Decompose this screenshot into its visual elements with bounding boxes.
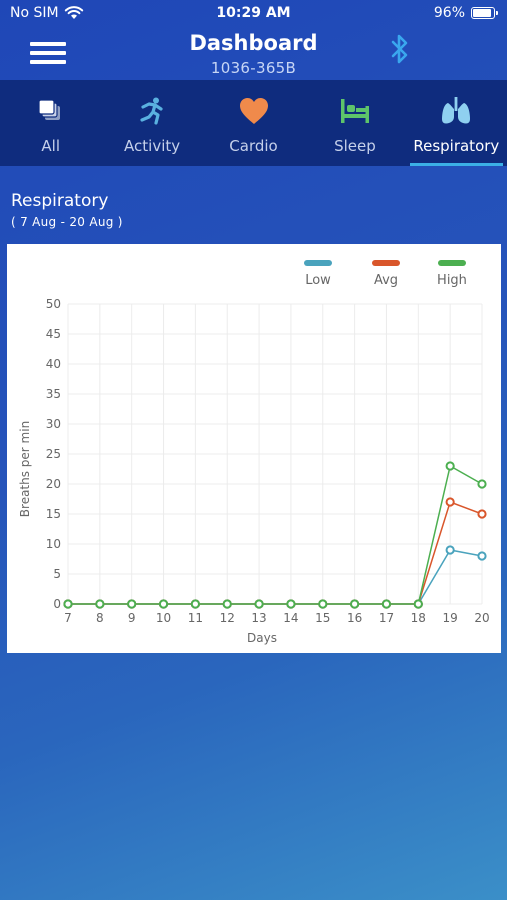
- battery-percentage: 96%: [433, 5, 465, 21]
- tab-all[interactable]: All: [0, 80, 101, 166]
- data-point-high: [158, 599, 169, 609]
- y-tick-label: 50: [46, 297, 61, 311]
- y-tick-label: 0: [53, 597, 61, 611]
- y-tick-label: 25: [46, 447, 61, 461]
- data-point-high: [222, 599, 232, 609]
- x-tick-label: 19: [443, 611, 458, 625]
- tab-sleep[interactable]: Sleep: [304, 80, 405, 166]
- tab-respiratory-label: Respiratory: [413, 137, 500, 155]
- legend-swatch-low: [304, 260, 332, 266]
- respiratory-chart-card: 0 5 10 15 20 25 30 35 40 45 50 7 8 9 10 11 12 13 14 15 16 17 1…: [7, 244, 501, 653]
- data-point-high: [63, 599, 73, 609]
- data-point-high: [286, 599, 296, 609]
- x-tick-label: 13: [251, 611, 266, 625]
- data-point-avg: [477, 509, 487, 519]
- tab-respiratory[interactable]: Respiratory: [406, 80, 507, 166]
- bed-icon: [338, 94, 372, 128]
- y-tick-label: 20: [46, 477, 61, 491]
- heart-icon: [237, 94, 271, 128]
- y-tick-label: 5: [53, 567, 61, 581]
- series-line-avg: [68, 501, 483, 605]
- y-tick-label: 45: [46, 327, 61, 341]
- tab-cardio-label: Cardio: [229, 137, 278, 155]
- data-point-high: [381, 599, 392, 609]
- x-axis-title: Days: [247, 631, 277, 645]
- x-tick-label: 12: [220, 611, 235, 625]
- data-point-high: [127, 599, 137, 609]
- data-point-high: [95, 599, 105, 609]
- x-tick-label: 8: [96, 611, 104, 625]
- tab-activity-label: Activity: [124, 137, 181, 155]
- data-point-high: [254, 599, 264, 609]
- data-point-low: [477, 551, 487, 561]
- data-point-low: [445, 545, 455, 555]
- x-tick-label: 15: [315, 611, 330, 625]
- series-line-high: [68, 464, 483, 605]
- date-range: ( 7 Aug - 20 Aug ): [11, 215, 123, 229]
- x-tick-label: 14: [283, 611, 298, 625]
- layers-icon: [34, 94, 68, 128]
- category-tab-bar: All Activity Cardio Sleep: [0, 80, 507, 166]
- y-tick-label: 40: [46, 357, 61, 371]
- data-point-high: [477, 479, 487, 489]
- data-point-high: [190, 599, 200, 609]
- tab-all-label: All: [41, 137, 60, 155]
- x-tick-label: 10: [156, 611, 171, 625]
- app-header: Dashboard 1036-365B: [0, 28, 507, 80]
- x-tick-label: 16: [347, 611, 362, 625]
- wifi-icon: [64, 5, 84, 24]
- status-bar: No SIM 10:29 AM 96%: [0, 0, 507, 28]
- legend-swatch-high: [438, 260, 466, 266]
- lungs-icon: [439, 94, 473, 128]
- running-person-icon: [135, 94, 169, 128]
- y-tick-label: 30: [46, 417, 61, 431]
- hamburger-menu-icon[interactable]: [30, 40, 66, 66]
- device-id: 1036-365B: [210, 59, 297, 77]
- y-tick-label: 15: [46, 507, 61, 521]
- clock-time: 10:29 AM: [216, 5, 291, 21]
- legend-label-low: Low: [305, 273, 331, 288]
- data-point-high: [445, 461, 455, 471]
- legend-swatch-avg: [372, 260, 400, 266]
- x-tick-label: 17: [379, 611, 394, 625]
- bluetooth-icon[interactable]: [388, 30, 412, 70]
- tab-sleep-label: Sleep: [334, 137, 376, 155]
- data-point-high: [350, 599, 360, 609]
- x-tick-label: 7: [64, 611, 72, 625]
- x-tick-label: 11: [188, 611, 203, 625]
- data-point-avg: [445, 497, 455, 507]
- data-point-high: [413, 599, 423, 609]
- battery-icon: [471, 7, 498, 19]
- tab-cardio[interactable]: Cardio: [203, 80, 304, 166]
- legend-label-avg: Avg: [374, 273, 398, 288]
- page-title: Dashboard: [189, 31, 318, 55]
- legend-label-high: High: [437, 273, 467, 288]
- x-tick-label: 18: [411, 611, 426, 625]
- respiratory-line-chart: 0 5 10 15 20 25 30 35 40 45 50 7 8 9 10 11 12 13 14 15 16 17 1…: [18, 260, 490, 645]
- y-tick-label: 35: [46, 387, 61, 401]
- y-tick-label: 10: [46, 537, 61, 551]
- tab-activity[interactable]: Activity: [101, 80, 202, 166]
- data-point-high: [318, 599, 328, 609]
- carrier-label: No SIM: [10, 5, 59, 21]
- x-tick-label: 20: [474, 611, 489, 625]
- y-axis-title: Breaths per min: [18, 421, 32, 517]
- x-tick-label: 9: [128, 611, 136, 625]
- section-title: Respiratory: [11, 191, 109, 211]
